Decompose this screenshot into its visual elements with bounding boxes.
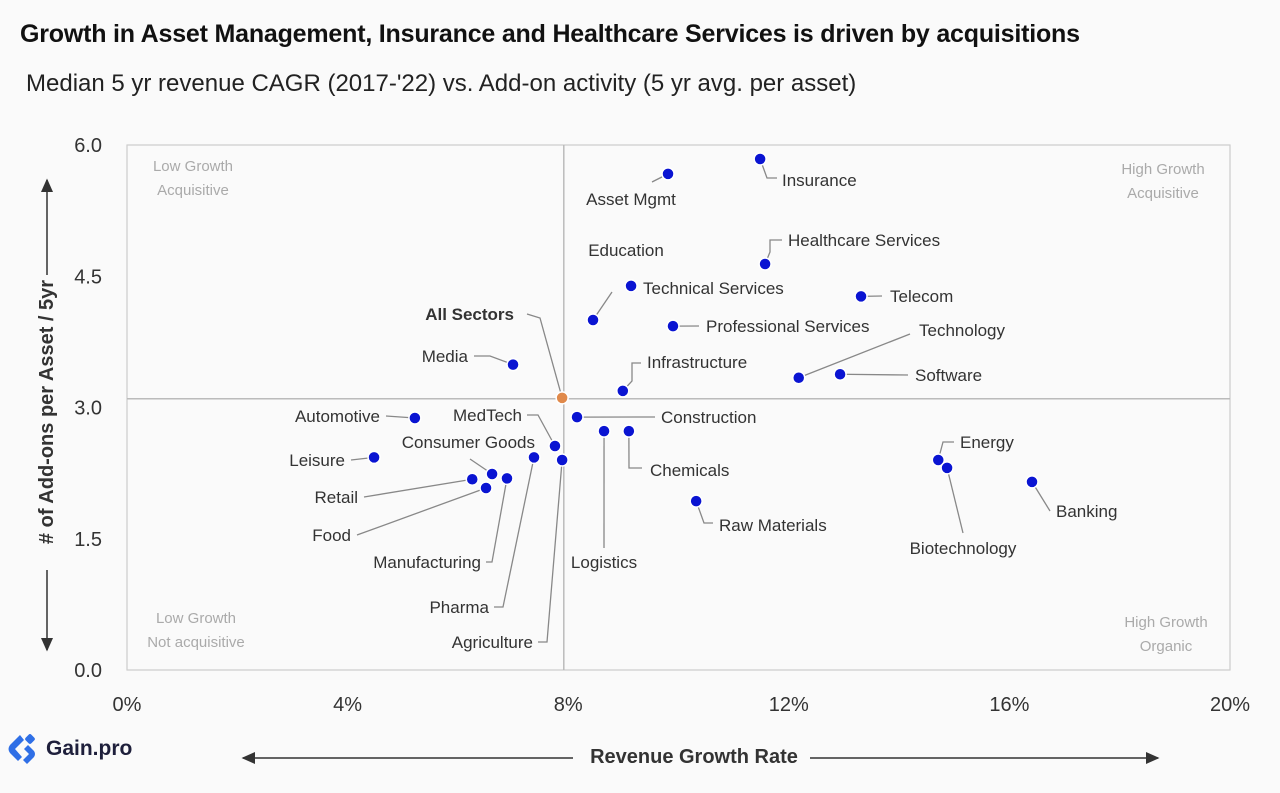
data-point-infrastructure xyxy=(616,384,630,398)
point-label-media: Media xyxy=(422,347,469,366)
y-tick-label: 6.0 xyxy=(74,135,102,157)
data-point-manufacturing xyxy=(500,471,514,486)
point-label-healthcare-services: Healthcare Services xyxy=(788,231,940,250)
y-axis-label: # of Add-ons per Asset / 5yr xyxy=(36,280,58,544)
point-label-chemicals: Chemicals xyxy=(650,461,729,480)
data-point-media xyxy=(506,357,520,372)
quadrant-label: Organic xyxy=(1140,638,1193,655)
point-label-software: Software xyxy=(915,366,982,385)
x-tick-label: 0% xyxy=(113,694,142,716)
data-point-insurance xyxy=(753,152,767,166)
x-tick-label: 16% xyxy=(989,694,1029,716)
point-label-professional-services: Professional Services xyxy=(706,317,869,336)
point-label-manufacturing: Manufacturing xyxy=(373,553,481,572)
leader-line-all-sectors xyxy=(526,313,563,399)
chart-subtitle: Median 5 yr revenue CAGR (2017-'22) vs. … xyxy=(26,70,857,97)
leader-line-retail xyxy=(363,478,473,498)
x-tick-label: 8% xyxy=(554,694,583,716)
quadrant-label: Low Growth xyxy=(156,610,236,627)
quadrant-label: Acquisitive xyxy=(1127,185,1199,202)
data-point-healthcare-services xyxy=(758,257,772,271)
leader-line-manufacturing xyxy=(486,478,508,563)
data-point-telecom xyxy=(854,289,868,304)
data-point-retail xyxy=(465,472,479,486)
point-label-automotive: Automotive xyxy=(295,407,380,426)
point-label-pharma: Pharma xyxy=(429,598,489,617)
data-point-chemicals xyxy=(622,424,636,438)
data-point-software xyxy=(833,367,847,381)
quadrant-label: High Growth xyxy=(1124,614,1207,631)
data-point-automotive xyxy=(408,411,422,425)
leader-line-pharma xyxy=(494,457,535,608)
data-point-technical-services xyxy=(624,279,638,293)
data-point-medtech xyxy=(548,439,562,453)
leader-line-software xyxy=(840,373,909,376)
data-point-consumer-goods xyxy=(485,467,499,481)
leader-line-raw-materials xyxy=(695,500,713,524)
point-label-consumer-goods: Consumer Goods xyxy=(402,433,535,452)
data-point-pharma xyxy=(527,450,541,465)
point-label-agriculture: Agriculture xyxy=(452,633,533,652)
point-label-logistics: Logistics xyxy=(571,553,637,572)
data-point-raw-materials xyxy=(689,494,703,508)
point-label-retail: Retail xyxy=(315,488,358,507)
point-label-construction: Construction xyxy=(661,408,756,427)
y-tick-label: 1.5 xyxy=(74,529,102,551)
leader-line-biotechnology xyxy=(946,467,964,534)
data-point-logistics xyxy=(597,424,611,438)
leader-line-agriculture xyxy=(538,459,563,643)
point-label-biotechnology: Biotechnology xyxy=(910,539,1017,558)
x-tick-label: 20% xyxy=(1210,694,1250,716)
leader-line-medtech xyxy=(527,414,556,447)
data-point-asset-mgmt xyxy=(661,167,675,181)
point-label-infrastructure: Infrastructure xyxy=(647,353,747,372)
leader-line-food xyxy=(356,487,487,536)
chart-title: Growth in Asset Management, Insurance an… xyxy=(20,20,1080,48)
point-label-food: Food xyxy=(312,526,351,545)
gain-logo-icon xyxy=(8,734,35,764)
point-label-banking: Banking xyxy=(1056,502,1117,521)
quadrant-label: Low Growth xyxy=(153,158,233,175)
leader-line-media xyxy=(474,355,514,366)
data-point-banking xyxy=(1025,475,1039,489)
point-label-all-sectors: All Sectors xyxy=(425,305,514,324)
data-point-professional-services xyxy=(666,319,680,333)
point-label-insurance: Insurance xyxy=(782,171,857,190)
data-point-agriculture xyxy=(555,453,569,467)
quadrant-label: Acquisitive xyxy=(157,182,229,199)
point-label-telecom: Telecom xyxy=(890,287,953,306)
y-tick-label: 4.5 xyxy=(74,266,102,288)
data-point-education xyxy=(586,313,600,327)
data-point-energy xyxy=(931,453,946,467)
quadrant-label: Not acquisitive xyxy=(147,634,245,651)
x-axis-label: Revenue Growth Rate xyxy=(590,746,798,768)
y-tick-label: 0.0 xyxy=(74,660,102,682)
point-label-technology: Technology xyxy=(919,321,1006,340)
data-point-biotechnology xyxy=(940,461,954,475)
data-point-leisure xyxy=(367,450,381,465)
data-point-food xyxy=(479,481,493,495)
point-label-technical-services: Technical Services xyxy=(643,279,784,298)
plot-frame xyxy=(126,144,1231,671)
point-label-raw-materials: Raw Materials xyxy=(719,516,827,535)
point-label-asset-mgmt: Asset Mgmt xyxy=(586,190,676,209)
x-tick-label: 12% xyxy=(769,694,809,716)
gain-pro-logo: Gain.pro xyxy=(6,732,132,766)
point-label-energy: Energy xyxy=(960,433,1014,452)
y-tick-label: 3.0 xyxy=(74,398,102,420)
x-tick-label: 4% xyxy=(333,694,362,716)
leader-line-technology xyxy=(798,333,911,379)
quadrant-label: High Growth xyxy=(1121,161,1204,178)
logo-text: Gain.pro xyxy=(46,737,133,760)
point-label-education: Education xyxy=(588,241,664,260)
data-point-construction xyxy=(570,410,584,424)
data-point-technology xyxy=(791,371,806,385)
point-label-leisure: Leisure xyxy=(289,451,345,470)
point-label-medtech: MedTech xyxy=(453,406,522,425)
data-point-all-sectors xyxy=(555,391,569,405)
leader-line-chemicals xyxy=(628,431,642,469)
